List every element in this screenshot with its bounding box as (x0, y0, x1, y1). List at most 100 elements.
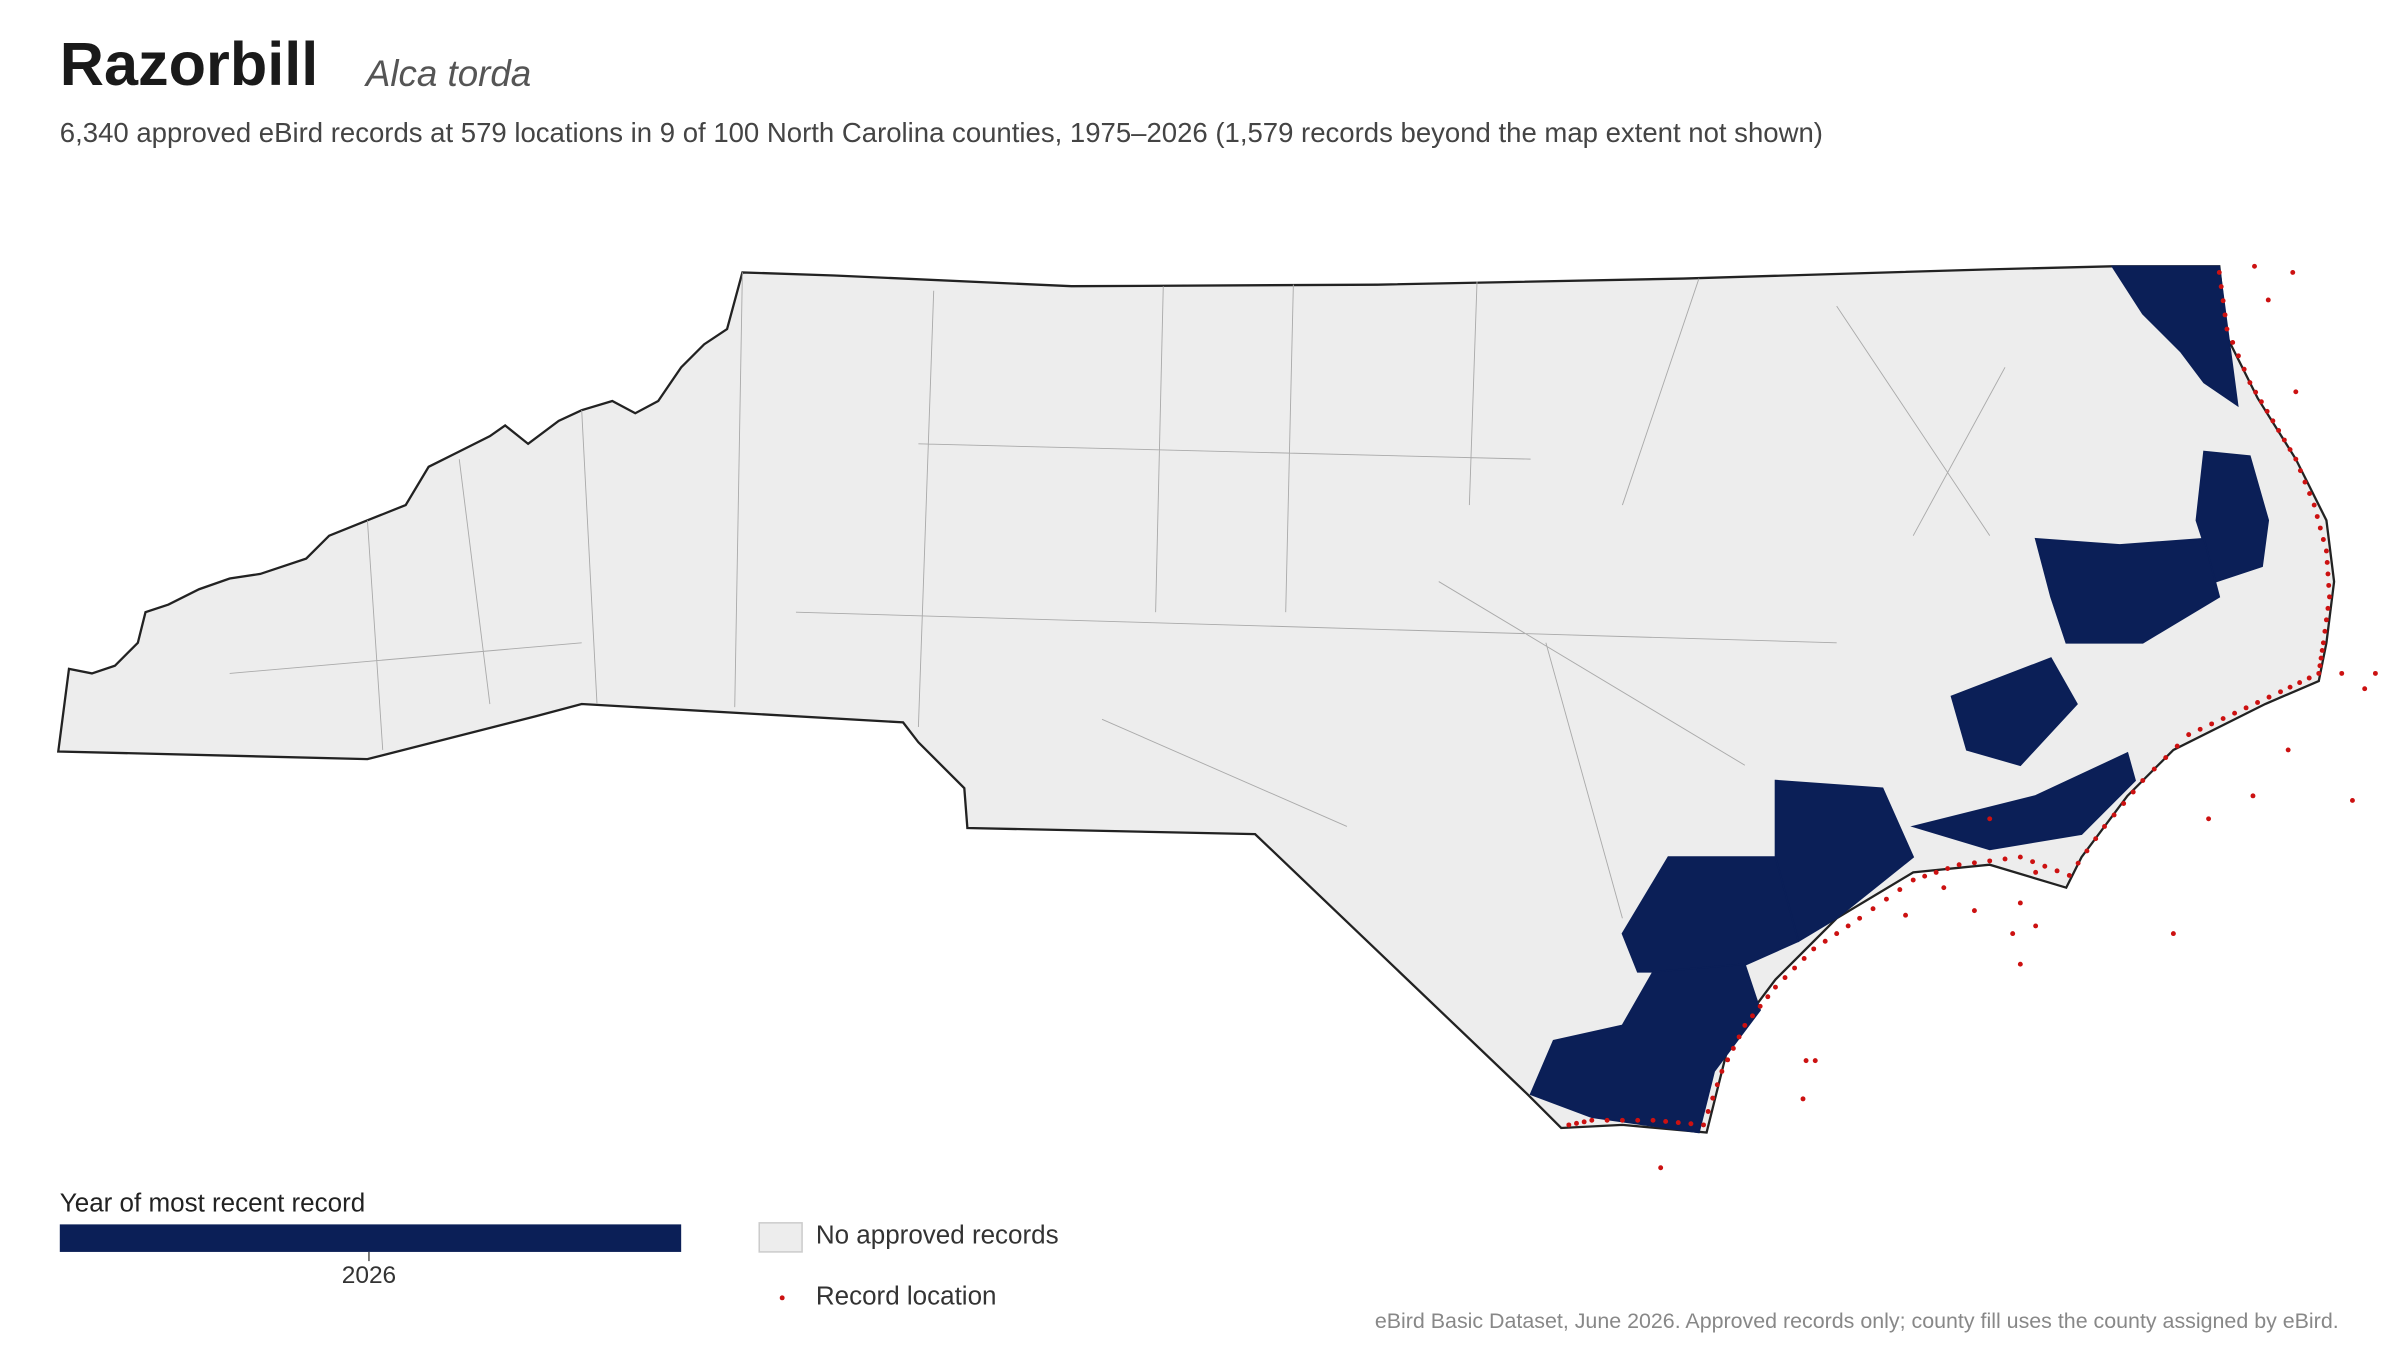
record-dot (1714, 1082, 1720, 1088)
record-dot (2349, 797, 2355, 803)
record-dot (2075, 860, 2081, 866)
record-dot (2325, 605, 2331, 611)
record-dot (1725, 1057, 1731, 1063)
record-dot (1710, 1095, 1716, 1101)
record-dot (1604, 1117, 1610, 1123)
record-dot (2243, 705, 2249, 711)
record-dot (1857, 915, 1863, 921)
record-dot (1688, 1121, 1694, 1127)
record-dot (2163, 755, 2169, 761)
record-dot (2316, 670, 2322, 676)
record-dot (2281, 437, 2287, 443)
record-dot (2250, 793, 2256, 799)
record-dot (2054, 868, 2060, 874)
record-dot (2093, 836, 2099, 842)
record-dot (1701, 1122, 1706, 1128)
record-dot (2084, 848, 2090, 854)
record-dot (2278, 689, 2283, 695)
record-dot (2311, 502, 2317, 508)
record-dot (2186, 732, 2192, 738)
record-dot (1619, 1117, 1625, 1123)
record-dot (2372, 670, 2378, 676)
record-dot (2206, 816, 2212, 822)
record-dot (2247, 380, 2253, 386)
record-dot (2241, 366, 2247, 372)
record-dot (2293, 389, 2299, 395)
record-dot (2324, 560, 2330, 565)
record-dot (2255, 700, 2261, 705)
record-dot (2253, 389, 2259, 395)
record-dot (1922, 873, 1928, 879)
record-dot (1812, 1058, 1818, 1064)
record-dot (2307, 491, 2313, 497)
record-dot (1742, 1022, 1748, 1028)
record-dot (1811, 946, 1817, 952)
record-dot (1574, 1120, 1579, 1126)
record-dot (1933, 869, 1939, 875)
record-dot (2339, 670, 2345, 676)
record-dot (2042, 863, 2048, 869)
record-locations (1566, 263, 2378, 1171)
record-dot (2314, 514, 2320, 519)
record-dot (1581, 1119, 1587, 1125)
record-dot (2230, 339, 2236, 345)
record-dot (1941, 885, 1947, 891)
record-dot (2317, 525, 2323, 531)
record-dot (1719, 1068, 1725, 1074)
record-dot (2197, 726, 2203, 732)
record-dot (2297, 468, 2303, 474)
record-dot (2140, 778, 2146, 783)
record-dot (2252, 263, 2257, 269)
record-dot (2285, 747, 2291, 753)
legend-label: Record location (816, 1281, 997, 1311)
record-dot (1870, 906, 1876, 912)
county-lines (229, 272, 2006, 919)
record-dot (2326, 582, 2332, 588)
record-dot (2265, 297, 2271, 303)
colorbar-title: Year of most recent record (60, 1187, 365, 1217)
record-dot (2323, 548, 2329, 554)
record-dot (2010, 931, 2016, 937)
record-dot (1845, 923, 1851, 929)
record-dot (2111, 812, 2117, 818)
record-dot (2130, 789, 2136, 795)
record-dot (1566, 1122, 1572, 1128)
record-dot (2033, 923, 2039, 929)
record-dot (1730, 1045, 1736, 1051)
record-dot (1971, 908, 1977, 914)
record-dot (2327, 594, 2332, 600)
record-dot (1658, 1165, 1664, 1171)
record-dot (1782, 975, 1788, 981)
record-dot (1705, 1109, 1711, 1114)
subtitle: 6,340 approved eBird records at 579 loca… (60, 117, 1823, 148)
record-dot (2017, 900, 2023, 906)
record-dot (1834, 931, 1840, 937)
record-dot (2319, 648, 2325, 653)
record-dot (2033, 869, 2039, 875)
record-dot (1883, 896, 1889, 902)
record-dot (1801, 956, 1807, 961)
record-dot (1675, 1120, 1681, 1126)
record-dot (1945, 866, 1951, 871)
record-dot (2297, 680, 2303, 686)
record-dot (2270, 418, 2276, 424)
record-dot (2317, 663, 2323, 669)
record-dot (1897, 887, 1903, 893)
record-dot (1971, 860, 1977, 866)
record-dot (1635, 1117, 1641, 1123)
record-dot (2030, 859, 2036, 865)
record-dot (2320, 640, 2326, 646)
record-dot (2320, 537, 2326, 542)
record-dot (1663, 1119, 1669, 1124)
record-dot (1736, 1034, 1742, 1040)
colorbar (59, 1224, 682, 1252)
record-dot (2002, 856, 2008, 862)
scientific-name: Alca torda (364, 53, 531, 94)
record-dot (2232, 710, 2238, 716)
record-dot (1757, 1003, 1763, 1009)
record-dot (2222, 312, 2228, 318)
colorbar-tick-label: 2026 (342, 1262, 396, 1289)
legend-swatch (779, 1295, 785, 1301)
record-dot (2209, 721, 2215, 727)
record-dot (1765, 994, 1771, 1000)
